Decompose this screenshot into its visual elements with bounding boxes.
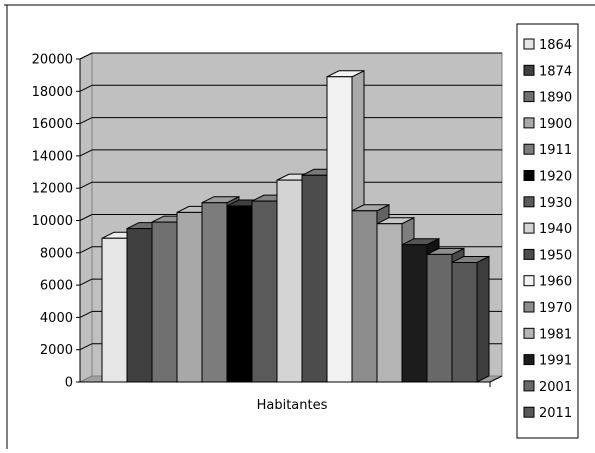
gridline-side [79,84,93,92]
legend-label: 1970 [539,301,572,316]
y-tick-label: 12000 [32,182,73,197]
gridline-side [79,181,93,189]
legend-swatch [523,196,535,208]
legend-swatch [523,38,535,50]
legend: 1864 1874 1890 1900 1911 1920 1930 1940 1950 1960… [516,23,579,439]
bar-front [126,228,153,383]
bar-side [476,255,490,383]
y-tick-label: 6000 [40,279,73,294]
bar-front [401,244,428,383]
legend-swatch [523,91,535,103]
y-tick-label: 0 [65,376,73,391]
gridline-side [79,52,93,60]
legend-label: 1911 [539,143,572,158]
bar-2011 [451,255,490,383]
gridline-side [79,246,93,254]
legend-swatch [523,64,535,76]
bar-front [101,237,128,383]
bar-front [326,76,353,383]
bar-front [451,261,478,383]
gridline-side [79,278,93,286]
legend-label: 1920 [539,170,572,185]
legend-swatch [523,406,535,418]
y-tick-label: 10000 [32,214,73,229]
bar-front [376,223,403,383]
gridline-side [79,214,93,221]
legend-swatch [523,354,535,366]
legend-swatch [523,327,535,339]
legend-label: 1991 [539,354,572,369]
gridline-side [79,343,93,351]
bar-front [251,200,278,383]
legend-label: 1864 [539,38,572,53]
legend-swatch [523,222,535,234]
y-tick-label: 14000 [32,149,73,164]
y-tick-label: 16000 [32,117,73,132]
legend-label: 1960 [539,275,572,290]
legend-label: 1930 [539,196,572,211]
gridline-side [79,117,93,125]
x-axis: Habitantes [257,398,328,413]
gridline-side [79,310,93,318]
legend-label: 1981 [539,327,572,342]
bar-front [201,202,228,383]
bar-front [276,179,303,383]
legend-swatch [523,380,535,392]
legend-label: 1890 [539,91,572,106]
legend-label: 1940 [539,222,572,237]
x-category-label: Habitantes [257,398,328,413]
bar-front [226,205,253,383]
bar-front [176,211,203,383]
legend-label: 2001 [539,380,572,395]
bar-front [151,221,178,383]
y-tick-label: 2000 [40,343,73,358]
legend-label: 2011 [539,406,572,421]
legend-label: 1874 [539,64,572,79]
legend-swatch [523,275,535,287]
bar-front [301,174,328,383]
x-axis-depth [489,375,503,383]
legend-swatch [523,170,535,181]
legend-label: 1950 [539,248,572,263]
y-tick-label: 18000 [32,85,73,100]
bar-front [426,253,453,383]
y-tick-label: 20000 [32,53,73,68]
legend-swatch [523,248,535,260]
legend-swatch [523,301,535,313]
y-tick-label: 8000 [40,246,73,261]
bar-front [351,210,378,383]
bars [101,69,490,383]
legend-swatch [523,143,535,155]
legend-label: 1900 [539,117,572,132]
legend-swatch [523,117,535,129]
y-tick-label: 4000 [40,311,73,326]
gridline-side [79,149,93,157]
